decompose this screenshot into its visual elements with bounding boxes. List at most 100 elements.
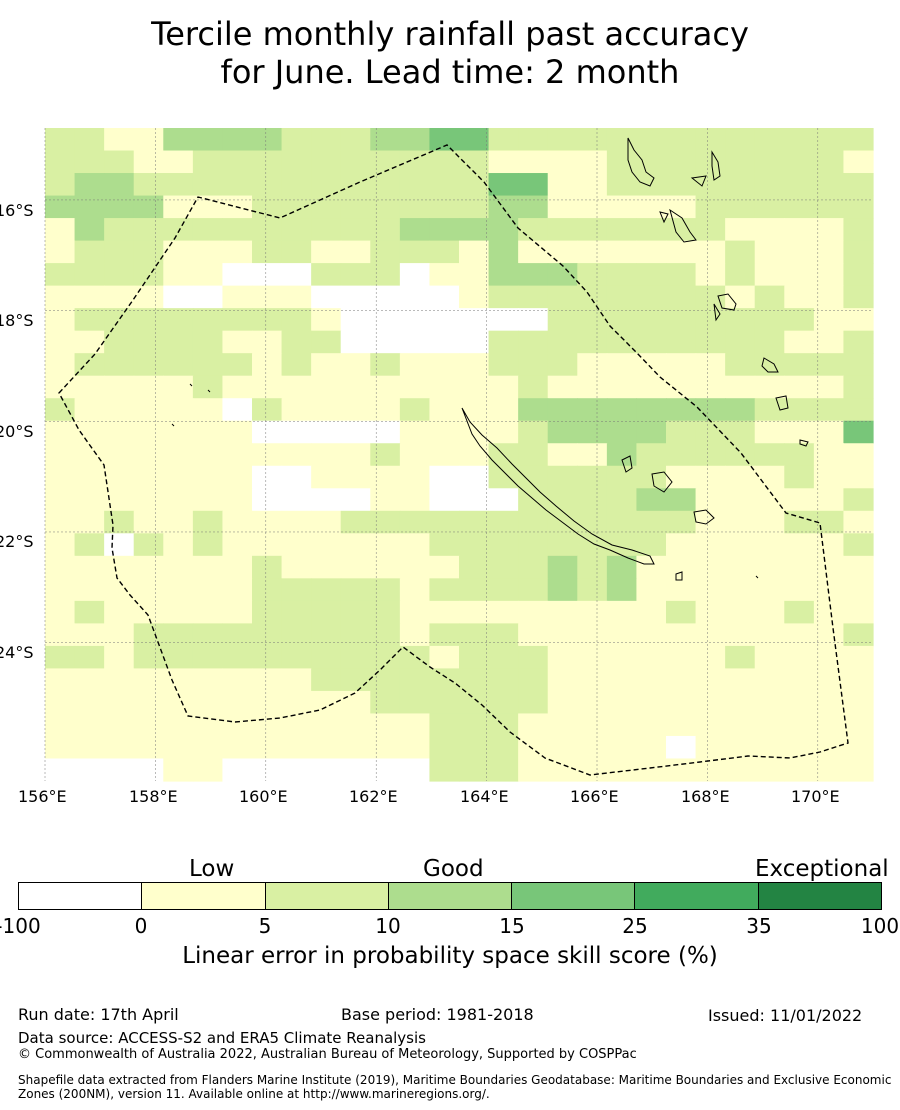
skill-cell bbox=[518, 713, 549, 737]
skill-cell bbox=[459, 443, 490, 467]
colorbar-tick-6: 35 bbox=[746, 914, 772, 938]
skill-cell bbox=[725, 420, 756, 444]
skill-cell bbox=[45, 420, 76, 444]
skill-cell bbox=[695, 555, 726, 579]
skill-cell bbox=[281, 645, 312, 670]
x-tick-4: 164°E bbox=[460, 787, 509, 806]
skill-cell bbox=[606, 285, 638, 309]
skill-cell bbox=[163, 645, 194, 670]
skill-cell bbox=[104, 398, 135, 422]
skill-cell bbox=[666, 398, 697, 422]
skill-cell bbox=[399, 263, 431, 287]
skill-cell bbox=[311, 645, 342, 670]
skill-cell bbox=[163, 578, 194, 602]
skill-cell bbox=[636, 285, 667, 309]
skill-cell bbox=[843, 375, 874, 399]
skill-cell bbox=[459, 510, 490, 534]
skill-cell bbox=[340, 375, 371, 399]
skill-cell bbox=[547, 578, 578, 602]
skill-cell bbox=[784, 240, 815, 264]
skill-cell bbox=[459, 173, 490, 197]
skill-cell bbox=[311, 533, 342, 557]
skill-cell bbox=[192, 735, 224, 760]
skill-cell bbox=[754, 600, 785, 624]
skill-cell bbox=[636, 668, 667, 692]
skill-cell bbox=[340, 758, 371, 782]
skill-cell bbox=[281, 668, 312, 692]
skill-cell bbox=[606, 375, 638, 399]
colorbar-segment-3 bbox=[388, 883, 513, 909]
skill-cell bbox=[45, 735, 76, 760]
skill-cell bbox=[666, 555, 697, 579]
skill-cell bbox=[281, 398, 312, 422]
skill-cell bbox=[222, 285, 253, 309]
skill-cell bbox=[192, 623, 224, 647]
skill-cell bbox=[606, 578, 638, 602]
skill-cell bbox=[370, 690, 401, 715]
vanuatu-efate-coastline bbox=[717, 293, 737, 311]
skill-cell bbox=[459, 533, 490, 557]
skill-cell bbox=[666, 758, 697, 782]
skill-cell bbox=[340, 285, 371, 309]
skill-cell bbox=[784, 398, 815, 422]
skill-cell bbox=[133, 645, 164, 670]
skill-cell bbox=[192, 443, 224, 467]
skill-cell bbox=[45, 150, 76, 174]
skill-cell bbox=[518, 668, 549, 692]
skill-cell bbox=[547, 128, 578, 152]
skill-cell bbox=[252, 420, 283, 444]
colorbar-segment-0 bbox=[19, 883, 143, 909]
skill-cell bbox=[340, 263, 371, 287]
skill-cell bbox=[518, 443, 549, 467]
skill-cell bbox=[340, 218, 371, 242]
skill-cell bbox=[459, 353, 490, 377]
skill-cell bbox=[725, 443, 756, 467]
skill-cell bbox=[340, 510, 371, 534]
skill-cell bbox=[133, 465, 164, 489]
skill-cell bbox=[784, 690, 815, 715]
skill-cell bbox=[725, 375, 756, 399]
skill-cell bbox=[399, 443, 431, 467]
skill-cell bbox=[636, 758, 667, 782]
skill-cell bbox=[222, 533, 253, 557]
skill-cell bbox=[74, 330, 105, 354]
skill-cell bbox=[45, 713, 76, 737]
skill-cell bbox=[725, 713, 756, 737]
skill-cell bbox=[518, 420, 549, 444]
skill-cell bbox=[636, 623, 667, 647]
skill-cell bbox=[192, 375, 224, 399]
skill-cell bbox=[784, 668, 815, 692]
skill-cell bbox=[666, 713, 697, 737]
skill-cell bbox=[370, 623, 401, 647]
skill-cell bbox=[163, 690, 194, 715]
skill-cell bbox=[399, 173, 431, 197]
skill-cell bbox=[725, 173, 756, 197]
skill-cell bbox=[252, 285, 283, 309]
skill-cell bbox=[488, 218, 519, 242]
issued-date: Issued: 11/01/2022 bbox=[708, 1006, 863, 1025]
skill-cell bbox=[488, 600, 519, 624]
skill-cell bbox=[311, 128, 342, 152]
colorbar-segment-6 bbox=[758, 883, 881, 909]
skill-cell bbox=[695, 600, 726, 624]
skill-cell bbox=[784, 443, 815, 467]
skill-cell bbox=[192, 510, 224, 534]
skill-cell bbox=[754, 173, 785, 197]
skill-cell bbox=[754, 623, 785, 647]
skill-cell bbox=[547, 375, 578, 399]
skill-cell bbox=[429, 600, 460, 624]
skill-cell bbox=[252, 330, 283, 354]
reef-speck bbox=[207, 389, 211, 393]
skill-cell bbox=[813, 510, 845, 534]
skill-cell bbox=[784, 128, 815, 152]
skill-cell bbox=[133, 398, 164, 422]
skill-cell bbox=[488, 488, 519, 512]
skill-cell bbox=[843, 263, 874, 287]
skill-cell bbox=[843, 713, 874, 737]
skill-cell bbox=[843, 668, 874, 692]
skill-cell bbox=[311, 150, 342, 174]
skill-cell bbox=[725, 645, 756, 670]
skill-cell bbox=[222, 150, 253, 174]
skill-cell bbox=[252, 713, 283, 737]
skill-cell bbox=[488, 690, 519, 715]
